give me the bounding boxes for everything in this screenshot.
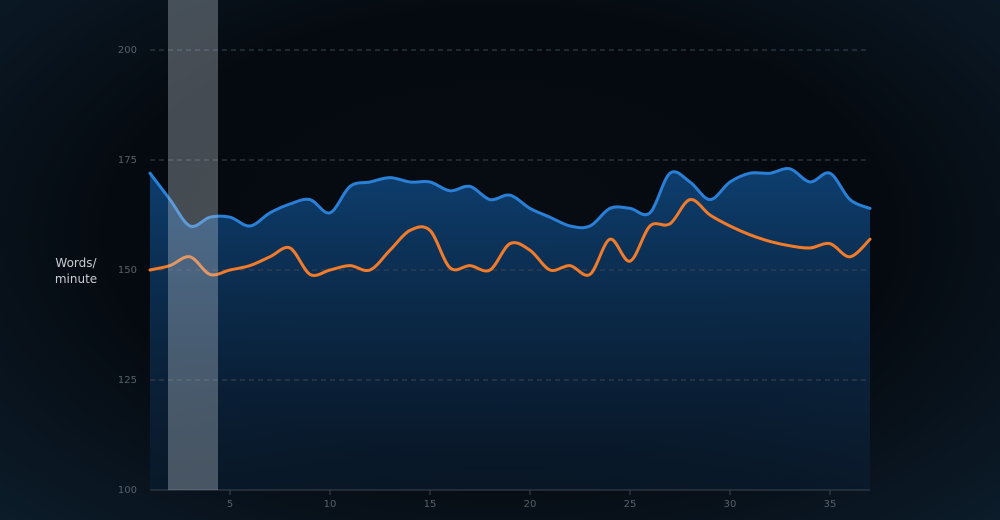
y-axis-label: Words/ minute	[54, 256, 98, 286]
highlight-band	[168, 0, 218, 490]
line	[148, 167, 872, 230]
x-tick-label: 30	[724, 499, 737, 510]
x-tick-label: 15	[424, 499, 437, 510]
y-tick-label: 175	[118, 155, 137, 166]
y-tick-label: 150	[118, 265, 137, 276]
grid-layer	[150, 49, 870, 381]
area-layer	[150, 168, 870, 490]
x-tick-label: 10	[324, 499, 337, 510]
x-tick-label: 20	[524, 499, 537, 510]
line-layer	[148, 167, 872, 277]
y-tick-label: 200	[118, 45, 137, 56]
line	[148, 198, 872, 277]
x-tick-label: 5	[227, 499, 233, 510]
x-tick-label: 35	[824, 499, 837, 510]
y-tick-label: 100	[118, 485, 137, 496]
area	[150, 168, 870, 490]
x-tick-label: 25	[624, 499, 637, 510]
y-tick-label: 125	[118, 375, 137, 386]
